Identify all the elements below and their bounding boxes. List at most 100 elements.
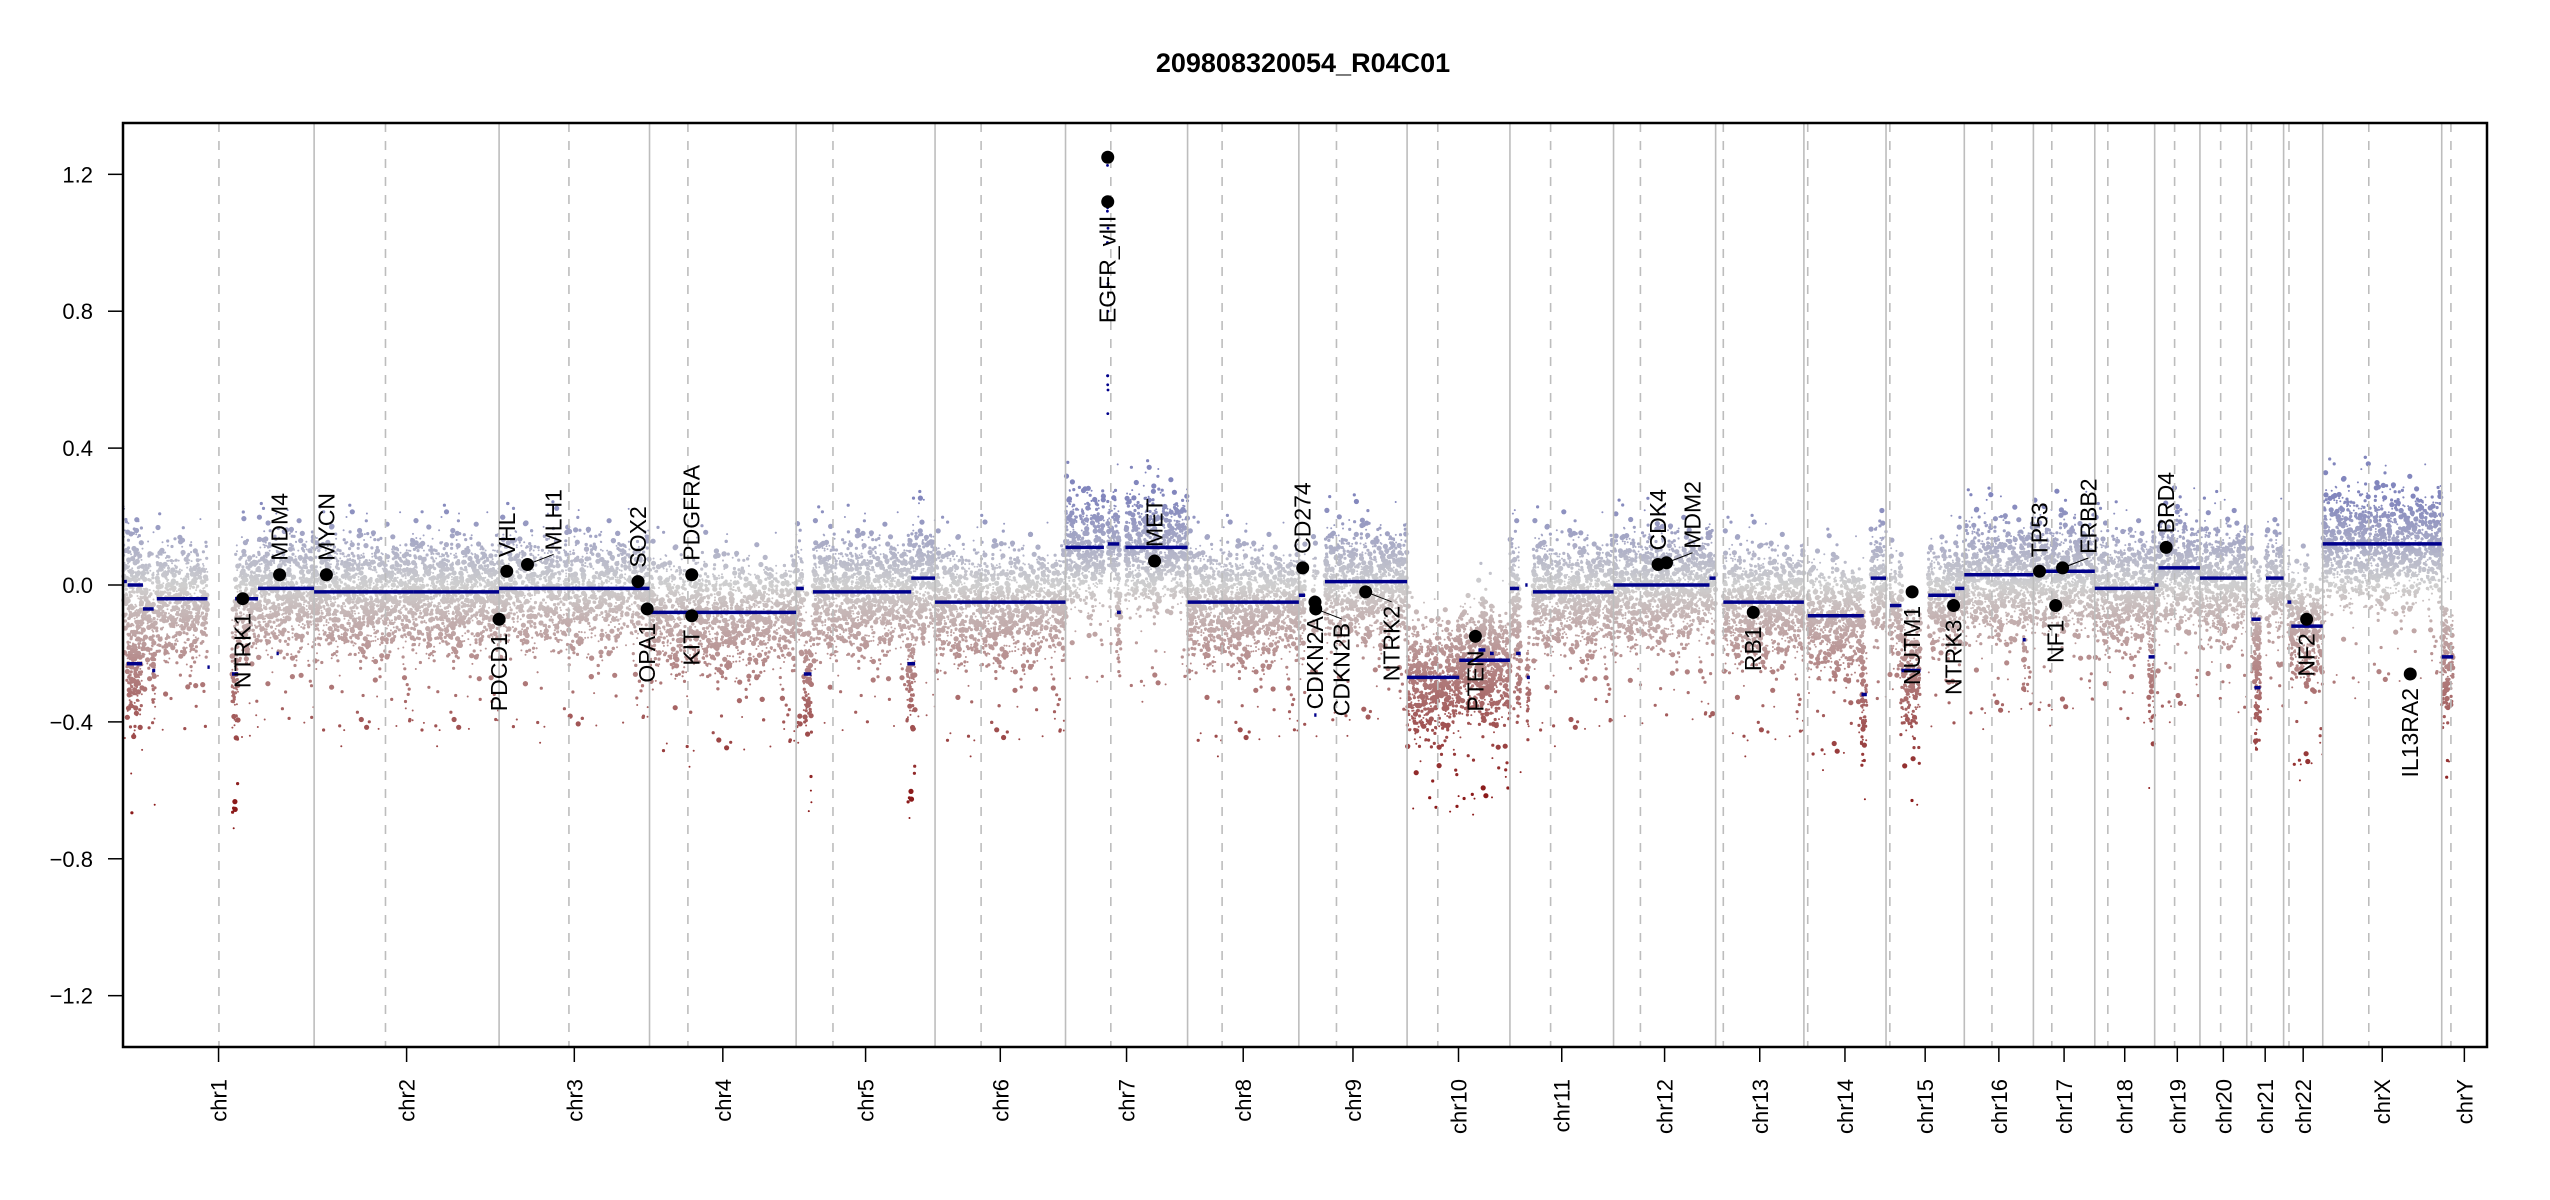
gene-marker-brd4 [2159, 540, 2173, 554]
gene-marker-sox2 [631, 575, 645, 589]
gene-label-egfr_viii: EGFR_vIII [1095, 216, 1121, 323]
gene-marker-nf2 [2300, 612, 2314, 626]
chromosome-label-chr9: chr9 [1341, 1079, 1366, 1122]
chromosome-label-chr5: chr5 [854, 1079, 879, 1122]
gene-label-cdkn2b: CDKN2B [1329, 623, 1355, 716]
y-tick-label: −0.4 [50, 710, 93, 735]
chromosome-label-chr15: chr15 [1913, 1079, 1938, 1134]
gene-marker-mdm4 [273, 568, 287, 582]
gene-marker-mycn [319, 568, 333, 582]
gene-marker-nf1 [2049, 599, 2063, 613]
gene-label-opa1: OPA1 [634, 623, 660, 683]
gene-label-mlh1: MLH1 [540, 489, 566, 550]
gene-label-cd274: CD274 [1290, 482, 1316, 554]
gene-label-nf1: NF1 [2043, 620, 2069, 663]
gene-label-il13ra2: IL13RA2 [2397, 688, 2423, 778]
chart-title: 209808320054_R04C01 [1156, 48, 1450, 78]
gene-marker-vhl [500, 564, 514, 578]
gene-leader-cdkn2b [1315, 608, 1342, 620]
gene-marker-met [1148, 554, 1162, 568]
gene-label-pdcd1: PDCD1 [486, 633, 512, 711]
gene-markers: NTRK1 MDM4 MYCN PDCD1 VHL MLH1 SOX2 OPA1 PDGFRA K… [230, 150, 2423, 778]
chromosome-label-chrX: chrX [2370, 1079, 2395, 1125]
gene-marker-opa1 [640, 602, 654, 616]
gene-label-brd4: BRD4 [2153, 472, 2179, 534]
gene-label-kit: KIT [679, 630, 705, 666]
gene-label-met: MET [1142, 498, 1168, 547]
chromosome-label-chr14: chr14 [1833, 1079, 1858, 1134]
gene-label-sox2: SOX2 [625, 506, 651, 567]
gene-label-ntrk3: NTRK3 [1941, 620, 1967, 695]
probe-point [1106, 226, 1110, 230]
chromosome-label-chr22: chr22 [2291, 1079, 2316, 1134]
chromosome-label-chr6: chr6 [988, 1079, 1013, 1122]
gene-label-erbb2: ERBB2 [2076, 478, 2102, 553]
chromosome-label-chrY: chrY [2452, 1079, 2477, 1125]
chromosome-label-chr10: chr10 [1447, 1079, 1472, 1134]
chromosome-label-chr11: chr11 [1550, 1079, 1575, 1132]
chromosome-label-chr12: chr12 [1653, 1079, 1678, 1134]
gene-marker-kit [685, 609, 699, 623]
chromosome-label-chr2: chr2 [395, 1079, 420, 1122]
gene-label-vhl: VHL [494, 512, 520, 557]
gene-label-cdk4: CDK4 [1645, 489, 1671, 551]
segments [123, 542, 2454, 717]
probe-point [1106, 412, 1110, 415]
probe-point [1106, 164, 1109, 167]
x-axis: chr1 chr2 chr3 chr4 chr5 chr6 chr7 chr8 chr9 chr1… [207, 1047, 2477, 1134]
gene-marker-pten [1468, 629, 1482, 643]
gene-leader-mlh1 [527, 554, 554, 565]
y-tick-label: 0.0 [62, 573, 93, 598]
probe-point [1106, 374, 1110, 378]
gene-label-nutm1: NUTM1 [1899, 606, 1925, 685]
probe-point [1106, 285, 1110, 288]
gene-marker-il13ra2 [2403, 667, 2417, 681]
chromosome-label-chr7: chr7 [1115, 1079, 1140, 1122]
gene-leader-ntrk2 [1365, 591, 1392, 603]
gene-label-tp53: TP53 [2027, 502, 2053, 557]
gene-leader-mdm2 [1666, 552, 1693, 564]
y-tick-label: −0.8 [50, 847, 93, 872]
gene-marker-ntrk1 [236, 592, 250, 606]
gene-label-ntrk2: NTRK2 [1379, 606, 1405, 681]
y-tick-label: 0.8 [62, 299, 93, 324]
gene-leader-erbb2 [2062, 557, 2089, 569]
gene-label-mycn: MYCN [313, 493, 339, 561]
gene-marker-egfr_viii [1101, 195, 1115, 209]
chromosome-label-chr20: chr20 [2211, 1079, 2236, 1134]
gene-label-cdkn2a: CDKN2A [1302, 615, 1328, 709]
y-axis: −1.2 −0.8 −0.4 0.0 0.4 0.8 1.2 [50, 162, 123, 1009]
chromosome-label-chr3: chr3 [562, 1079, 587, 1122]
probe-point [1106, 388, 1110, 392]
chromosome-dividers [218, 123, 2452, 1047]
chromosome-label-chr8: chr8 [1231, 1079, 1256, 1122]
gene-marker-pdgfra [685, 568, 699, 582]
gene-marker-nutm1 [1905, 585, 1919, 599]
gene-marker-rb1 [1746, 605, 1760, 619]
gene-label-pten: PTEN [1462, 650, 1488, 711]
y-tick-label: 0.4 [62, 436, 93, 461]
chromosome-label-chr13: chr13 [1748, 1079, 1773, 1134]
y-tick-label: 1.2 [62, 162, 93, 187]
probe-points [121, 164, 2456, 830]
gene-marker-tp53 [2033, 564, 2047, 578]
chromosome-label-chr17: chr17 [2052, 1079, 2077, 1134]
gene-marker-cd274 [1296, 561, 1310, 575]
probe-point [1106, 282, 1110, 285]
gene-label-mdm2: MDM2 [1680, 481, 1706, 549]
probe-point [1106, 309, 1110, 313]
chromosome-label-chr21: chr21 [2253, 1079, 2278, 1134]
probe-point [1106, 383, 1110, 387]
chromosome-label-chr19: chr19 [2165, 1079, 2190, 1134]
gene-label-pdgfra: PDGFRA [679, 464, 705, 561]
gene-label-ntrk1: NTRK1 [230, 613, 256, 688]
chromosome-label-chr16: chr16 [1987, 1079, 2012, 1134]
gene-label-mdm4: MDM4 [267, 493, 293, 561]
gene-label-rb1: RB1 [1740, 626, 1766, 671]
y-tick-label: −1.2 [50, 984, 93, 1009]
chromosome-label-chr4: chr4 [711, 1079, 736, 1122]
gene-marker-ntrk3 [1947, 599, 1961, 613]
chromosome-label-chr1: chr1 [207, 1079, 232, 1122]
gene-label-nf2: NF2 [2294, 633, 2320, 676]
